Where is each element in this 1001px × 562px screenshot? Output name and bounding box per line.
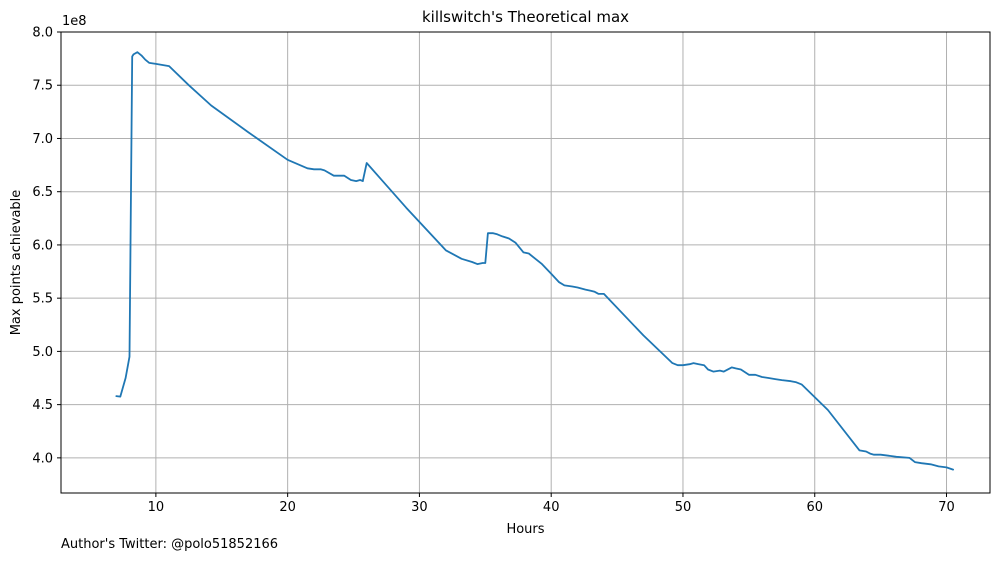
x-tick-label: 10	[148, 500, 165, 515]
y-axis-label: Max points achievable	[9, 190, 24, 336]
x-tick-label: 60	[806, 500, 823, 515]
y-tick-label: 4.0	[32, 451, 53, 466]
x-tick-label: 50	[675, 500, 692, 515]
x-tick-label: 40	[543, 500, 560, 515]
x-tick-label: 20	[279, 500, 296, 515]
y-tick-label: 7.5	[32, 79, 53, 94]
y-tick-label: 6.0	[32, 238, 53, 253]
series-layer	[115, 51, 954, 471]
x-axis-label: Hours	[506, 522, 544, 537]
x-tick-label: 70	[938, 500, 955, 515]
chart-title: killswitch's Theoretical max	[422, 8, 629, 26]
grid-lines	[61, 31, 990, 493]
y-tick-label: 7.0	[32, 132, 53, 147]
y-tick-label: 8.0	[32, 26, 53, 41]
series-line	[115, 51, 954, 471]
y-tick-label: 5.5	[32, 292, 53, 307]
y-tick-label: 4.5	[32, 398, 53, 413]
y-tick-label: 6.5	[32, 185, 53, 200]
y-tick-label: 5.0	[32, 345, 53, 360]
axis-ticks: 10 20 30 40 50 60 70 4.0 4.5 5.0 5.5 6.0 6.5 7.0 7.5 8.…	[32, 26, 954, 516]
plot-frame	[60, 31, 991, 494]
author-footnote: Author's Twitter: @polo51852166	[61, 537, 279, 552]
y-axis-multiplier: 1e8	[62, 14, 87, 29]
x-tick-label: 30	[411, 500, 428, 515]
